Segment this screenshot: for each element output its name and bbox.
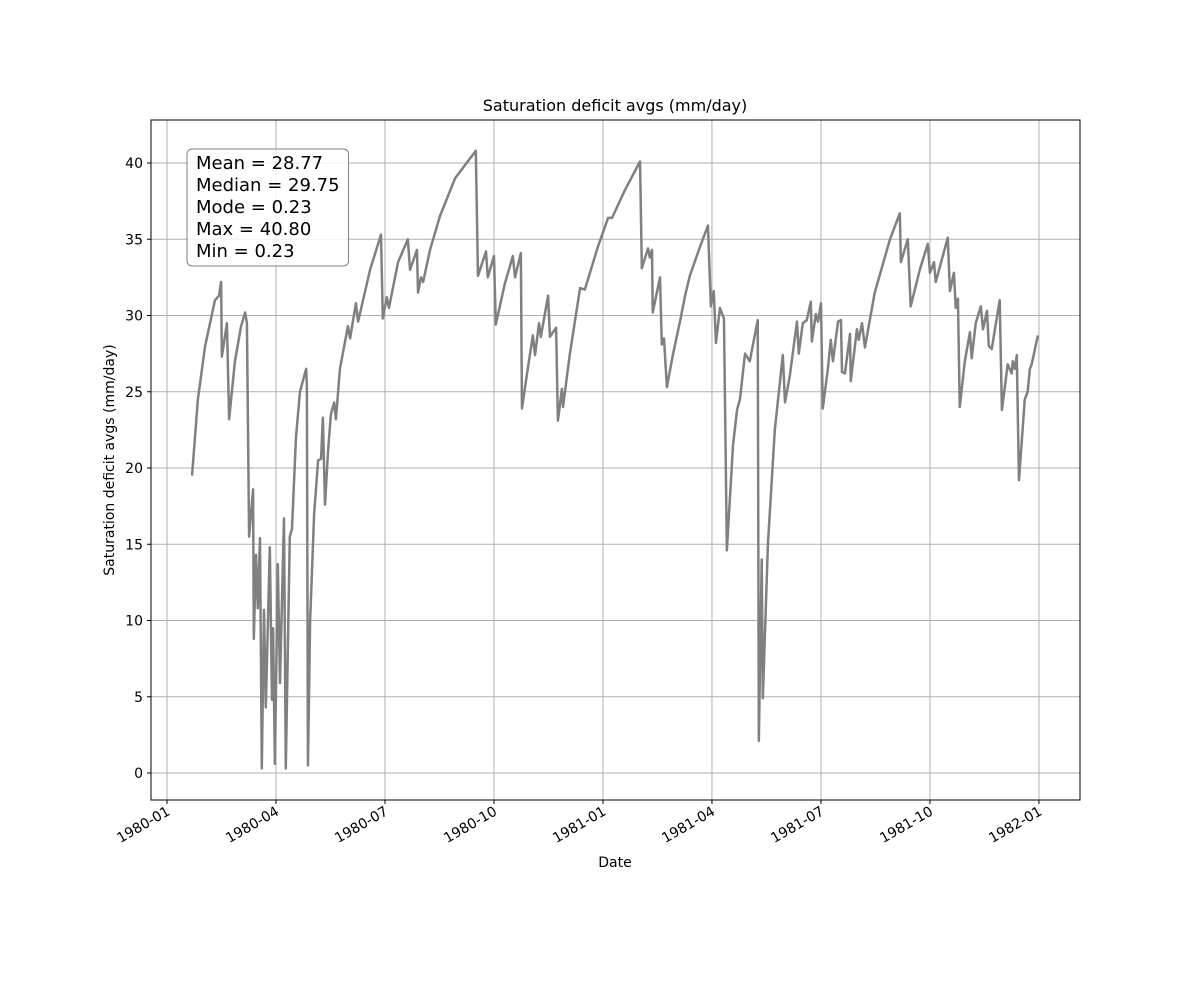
stats-text: Mode = 0.23 [196, 197, 312, 218]
stats-text: Max = 40.80 [196, 219, 311, 240]
stats-text: Mean = 28.77 [196, 153, 323, 174]
y-tick-label: 15 [125, 537, 143, 553]
y-tick-label: 25 [125, 385, 143, 401]
data-line [190, 149, 1040, 770]
stats-text: Min = 0.23 [196, 241, 295, 262]
y-tick-label: 5 [134, 690, 143, 706]
y-tick-label: 10 [125, 614, 143, 630]
y-tick-label: 30 [125, 309, 143, 325]
y-tick-label: 0 [134, 766, 143, 782]
stats-box [186, 148, 350, 267]
y-tick-label: 35 [125, 232, 143, 248]
y-axis-label: Saturation deficit avgs (mm/day) [102, 344, 118, 575]
stats-text: Median = 29.75 [196, 175, 340, 196]
chart-title: Saturation deficit avgs (mm/day) [483, 96, 748, 115]
y-tick-label: 20 [125, 461, 143, 477]
y-tick-label: 40 [125, 156, 143, 172]
plot-frame [150, 119, 1081, 801]
x-axis-label: Date [598, 855, 631, 871]
